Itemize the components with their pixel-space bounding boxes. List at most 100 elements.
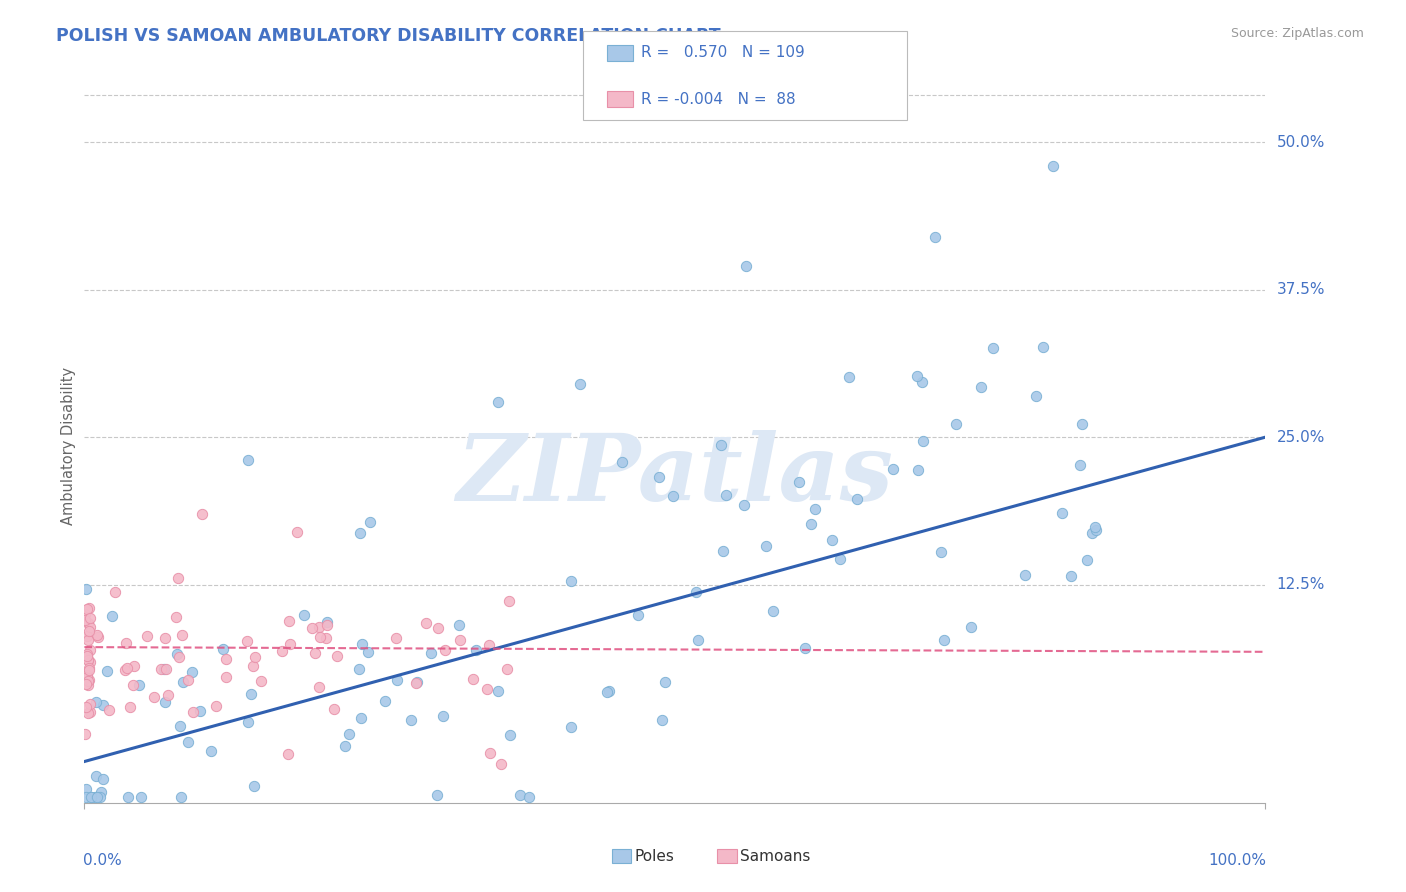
Point bbox=[560, 574, 582, 589]
Point bbox=[77, 601, 100, 615]
Point bbox=[821, 533, 844, 547]
Point bbox=[172, 675, 194, 690]
Point bbox=[496, 663, 519, 677]
Point bbox=[114, 636, 136, 650]
Point bbox=[347, 662, 370, 676]
Point bbox=[405, 674, 427, 689]
Point bbox=[80, 789, 103, 804]
Point bbox=[1085, 523, 1108, 537]
Point bbox=[243, 779, 266, 793]
Point bbox=[1081, 525, 1104, 540]
Point bbox=[215, 670, 238, 684]
Point bbox=[84, 694, 107, 708]
Point bbox=[1076, 553, 1098, 567]
Point bbox=[205, 699, 228, 714]
Point bbox=[153, 632, 176, 646]
Point bbox=[981, 341, 1004, 355]
Point bbox=[517, 789, 540, 804]
Point bbox=[301, 621, 323, 635]
Point bbox=[236, 634, 259, 648]
Point bbox=[654, 675, 676, 690]
Point bbox=[285, 524, 308, 539]
Text: POLISH VS SAMOAN AMBULATORY DISABILITY CORRELATION CHART: POLISH VS SAMOAN AMBULATORY DISABILITY C… bbox=[56, 27, 721, 45]
Point bbox=[76, 648, 98, 663]
Point bbox=[610, 455, 633, 469]
Point bbox=[292, 607, 315, 622]
Point bbox=[181, 665, 204, 679]
Point bbox=[177, 735, 200, 749]
Point bbox=[239, 687, 262, 701]
Point bbox=[714, 488, 737, 502]
Point bbox=[165, 610, 187, 624]
Point bbox=[75, 677, 97, 691]
Point bbox=[96, 664, 118, 678]
Point bbox=[905, 368, 928, 383]
Point bbox=[188, 704, 211, 718]
Point bbox=[1032, 340, 1054, 354]
Point bbox=[1084, 519, 1107, 533]
Point bbox=[236, 714, 259, 729]
Point bbox=[315, 615, 337, 629]
Point bbox=[76, 670, 98, 684]
Point bbox=[93, 698, 115, 713]
Text: Samoans: Samoans bbox=[740, 849, 810, 863]
Point bbox=[308, 680, 330, 694]
Point bbox=[76, 647, 98, 661]
Point bbox=[828, 552, 851, 566]
Point bbox=[461, 672, 484, 686]
Point bbox=[1014, 567, 1036, 582]
Point bbox=[271, 644, 294, 658]
Point bbox=[475, 681, 498, 696]
Point bbox=[316, 618, 339, 632]
Point bbox=[77, 706, 100, 720]
Point bbox=[155, 662, 177, 676]
Point bbox=[170, 628, 193, 642]
Point bbox=[882, 462, 904, 476]
Point bbox=[560, 720, 582, 734]
Point bbox=[236, 453, 259, 467]
Point bbox=[200, 744, 222, 758]
Point bbox=[627, 608, 650, 623]
Point bbox=[960, 620, 983, 634]
Point bbox=[77, 624, 100, 639]
Point bbox=[713, 544, 735, 558]
Point bbox=[1060, 569, 1083, 583]
Point bbox=[79, 611, 101, 625]
Point bbox=[128, 678, 150, 692]
Point bbox=[1052, 507, 1074, 521]
Point bbox=[569, 377, 592, 392]
Point bbox=[596, 685, 619, 699]
Point bbox=[77, 673, 100, 688]
Point bbox=[169, 719, 191, 733]
Point bbox=[181, 705, 204, 719]
Point bbox=[79, 655, 101, 669]
Point bbox=[97, 702, 120, 716]
Point bbox=[167, 650, 190, 665]
Point bbox=[170, 789, 193, 804]
Point bbox=[838, 369, 860, 384]
Point bbox=[405, 676, 427, 690]
Point bbox=[89, 789, 111, 804]
Point bbox=[79, 664, 101, 678]
Point bbox=[385, 631, 408, 645]
Point bbox=[800, 517, 823, 532]
Point bbox=[924, 229, 946, 244]
Point bbox=[932, 633, 955, 648]
Point bbox=[76, 615, 98, 630]
Point bbox=[648, 469, 671, 483]
Point bbox=[426, 621, 449, 635]
Point bbox=[242, 658, 264, 673]
Point bbox=[734, 259, 756, 273]
Point bbox=[153, 661, 176, 675]
Point bbox=[91, 772, 114, 786]
Point bbox=[688, 632, 710, 647]
Point bbox=[498, 594, 520, 608]
Point bbox=[491, 757, 513, 772]
Point bbox=[115, 661, 138, 675]
Point bbox=[401, 714, 423, 728]
Point bbox=[323, 702, 346, 716]
Point bbox=[153, 696, 176, 710]
Text: R = -0.004   N =  88: R = -0.004 N = 88 bbox=[641, 92, 796, 106]
Point bbox=[911, 376, 934, 390]
Point bbox=[104, 585, 127, 599]
